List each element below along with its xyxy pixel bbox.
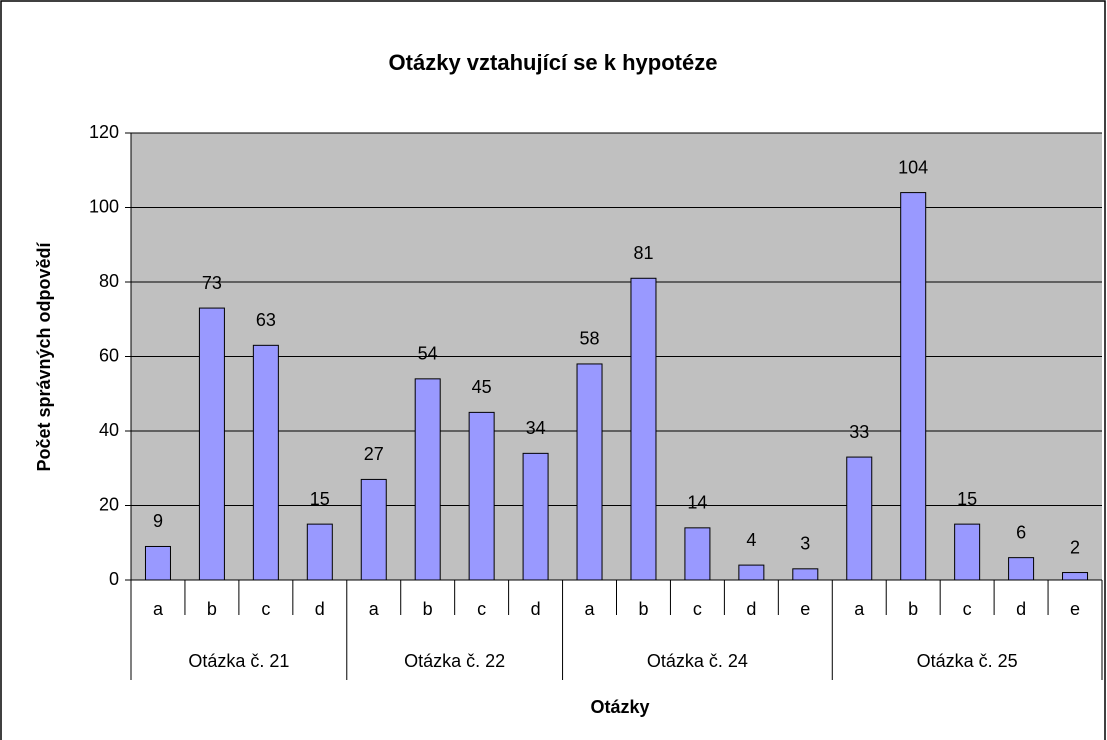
- data-label: 6: [1016, 522, 1026, 542]
- data-label: 104: [898, 157, 928, 177]
- bar: [576, 363, 603, 581]
- bar: [252, 344, 279, 581]
- y-tick-label: 100: [89, 196, 119, 216]
- x-tick-label: e: [800, 599, 810, 619]
- bar: [414, 378, 441, 581]
- x-tick-label: a: [153, 599, 164, 619]
- bar: [198, 307, 225, 581]
- x-tick-label: e: [1070, 599, 1080, 619]
- data-label: 2: [1070, 537, 1080, 557]
- data-label: 4: [746, 530, 756, 550]
- x-tick-label: c: [693, 599, 702, 619]
- data-label: 81: [633, 243, 653, 263]
- y-tick-label: 20: [99, 494, 119, 514]
- group-label: Otázka č. 25: [917, 651, 1018, 671]
- bar: [306, 523, 333, 581]
- group-label: Otázka č. 22: [404, 651, 505, 671]
- data-label: 9: [153, 511, 163, 531]
- x-tick-label: d: [1016, 599, 1026, 619]
- bar: [360, 478, 387, 581]
- data-label: 15: [957, 489, 977, 509]
- group-label: Otázka č. 21: [188, 651, 289, 671]
- bar: [144, 545, 171, 581]
- group-label: Otázka č. 24: [647, 651, 748, 671]
- bar: [1062, 572, 1089, 581]
- data-label: 54: [418, 344, 438, 364]
- x-tick-label: a: [854, 599, 865, 619]
- y-axis-title: Počet správných odpovědí: [34, 241, 54, 471]
- bar: [846, 456, 873, 581]
- y-tick-label: 80: [99, 271, 119, 291]
- bar: [1008, 557, 1035, 581]
- x-tick-label: b: [638, 599, 648, 619]
- x-tick-label: a: [585, 599, 596, 619]
- x-tick-label: d: [746, 599, 756, 619]
- bar: [630, 277, 657, 581]
- x-axis-title: Otázky: [590, 697, 649, 717]
- data-label: 63: [256, 310, 276, 330]
- data-label: 34: [526, 418, 546, 438]
- data-label: 45: [472, 377, 492, 397]
- bar: [738, 564, 765, 581]
- data-label: 33: [849, 422, 869, 442]
- x-tick-label: d: [315, 599, 325, 619]
- chart-title: Otázky vztahující se k hypotéze: [389, 50, 718, 75]
- y-tick-label: 40: [99, 420, 119, 440]
- data-label: 73: [202, 273, 222, 293]
- x-tick-label: c: [261, 599, 270, 619]
- data-label: 15: [310, 489, 330, 509]
- y-tick-label: 60: [99, 345, 119, 365]
- bar: [522, 452, 549, 581]
- data-label: 27: [364, 444, 384, 464]
- bar: [684, 527, 711, 581]
- x-tick-label: b: [207, 599, 217, 619]
- bar: [468, 411, 495, 581]
- y-tick-label: 0: [109, 569, 119, 589]
- x-tick-label: d: [531, 599, 541, 619]
- y-tick-label: 120: [89, 122, 119, 142]
- x-tick-label: b: [908, 599, 918, 619]
- data-label: 58: [580, 329, 600, 349]
- bar: [954, 523, 981, 581]
- bar: [900, 192, 927, 581]
- x-tick-label: c: [477, 599, 486, 619]
- data-label: 3: [800, 534, 810, 554]
- bar: [792, 568, 819, 581]
- x-tick-label: b: [423, 599, 433, 619]
- data-label: 14: [687, 493, 707, 513]
- x-tick-label: a: [369, 599, 380, 619]
- x-tick-label: c: [963, 599, 972, 619]
